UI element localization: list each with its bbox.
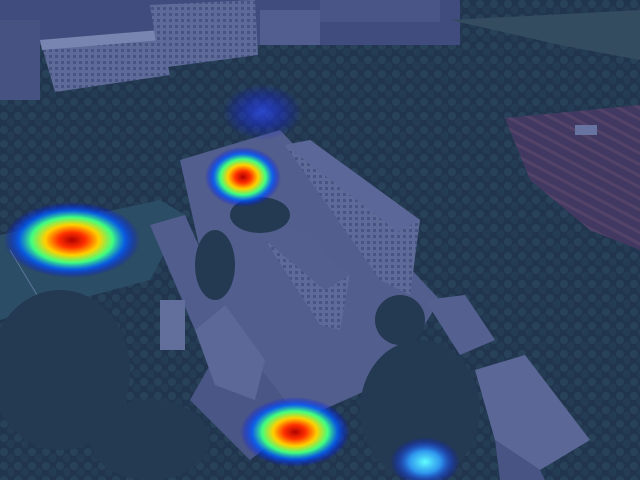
hotspot-top-faint: [222, 84, 302, 140]
teaching-building-main: [285, 140, 420, 295]
orchard-field: [505, 105, 640, 250]
building-center: [265, 225, 350, 330]
heatmap-overlay: [4, 84, 460, 480]
hotspot-top-court: [205, 147, 281, 207]
building-left: [150, 215, 265, 400]
hotspot-bottom-right: [390, 437, 460, 480]
orchard-shed: [575, 125, 597, 135]
tree-clusters: [0, 197, 480, 480]
city-buildings-top: [0, 0, 460, 100]
hotspot-bottom-court: [240, 397, 350, 467]
hotspot-left-field: [4, 202, 140, 278]
building-right-lower: [425, 295, 590, 480]
field-top-right: [450, 10, 640, 60]
